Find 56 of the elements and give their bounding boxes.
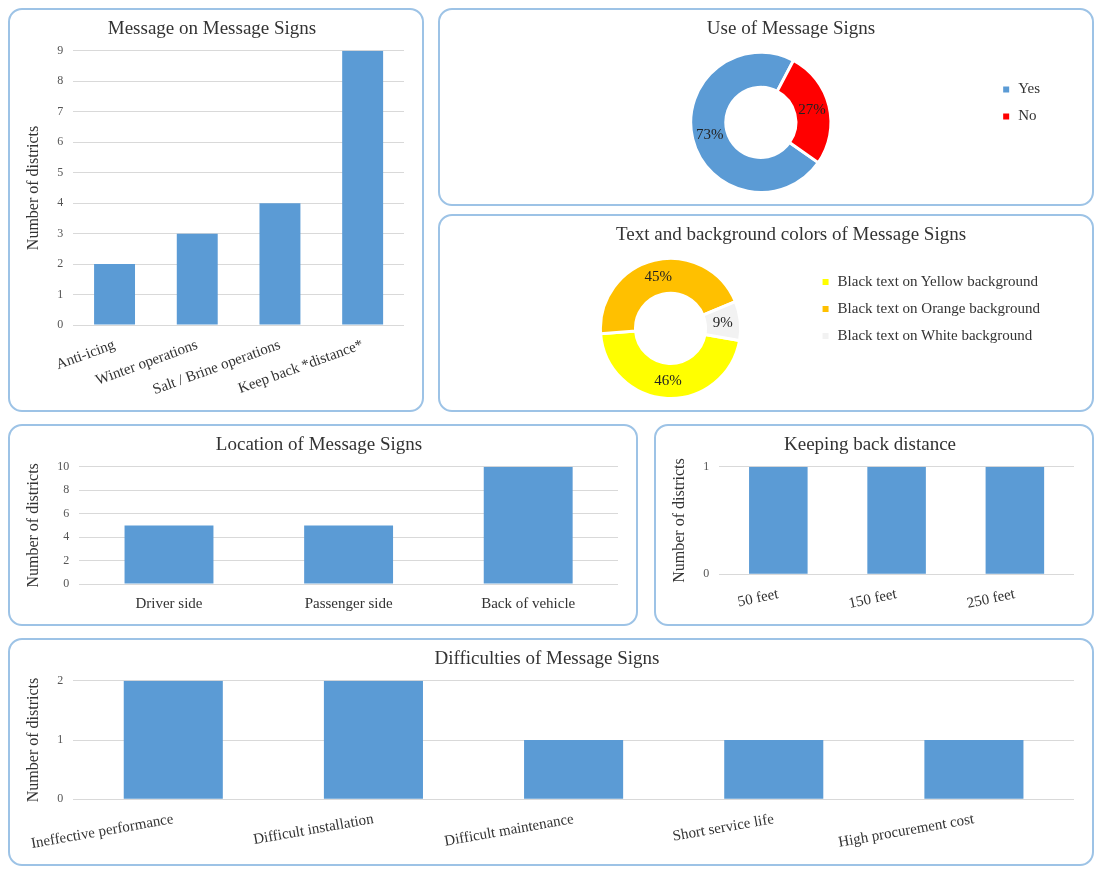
legend-label: No: [1018, 107, 1037, 124]
y-tick-label: 9: [57, 42, 64, 57]
x-tick-label: Passenger side: [304, 594, 393, 611]
y-axis-title: Number of districts: [23, 463, 41, 588]
y-tick-label: 2: [57, 256, 64, 271]
y-tick-label: 6: [57, 134, 64, 149]
y-tick-label: 4: [57, 195, 64, 210]
data-label: 9%: [712, 313, 733, 330]
x-tick-label: Short service life: [671, 810, 776, 844]
y-axis-title: Number of districts: [23, 677, 41, 803]
y-tick-label: 0: [703, 566, 710, 581]
bar: [259, 203, 301, 325]
x-tick-label: 250 feet: [965, 585, 1018, 611]
bar: [342, 50, 384, 325]
y-tick-label: 1: [57, 286, 64, 301]
y-axis-title: Number of districts: [669, 458, 687, 583]
y-tick-label: 0: [57, 317, 64, 332]
y-tick-label: 1: [703, 458, 710, 473]
y-tick-label: 8: [63, 482, 70, 497]
chart-title: Difficulties of Message Signs: [434, 647, 660, 669]
legend-label: Yes: [1018, 80, 1041, 97]
y-tick-label: 10: [57, 458, 70, 473]
x-tick-label: Difficult maintenance: [443, 810, 576, 849]
chart-title: Use of Message Signs: [706, 17, 876, 39]
y-axis-title: Number of districts: [23, 125, 41, 251]
x-tick-label: 50 feet: [736, 585, 781, 610]
chart-title: Keeping back distance: [784, 433, 956, 455]
y-tick-label: 4: [63, 529, 70, 544]
legend-label: Black text on White background: [837, 326, 1033, 343]
y-tick-label: 7: [57, 103, 64, 118]
y-tick-label: 5: [57, 164, 64, 179]
data-label: 45%: [644, 268, 673, 285]
x-tick-label: Ineffective performance: [29, 810, 175, 851]
legend-label: Black text on Orange background: [837, 299, 1041, 316]
y-tick-label: 6: [63, 505, 70, 520]
y-tick-label: 2: [63, 552, 70, 567]
y-tick-label: 3: [57, 225, 64, 240]
chart-title: Text and background colors of Message Signs: [615, 223, 967, 245]
x-tick-label: Back of vehicle: [481, 594, 576, 611]
y-tick-label: 0: [63, 576, 70, 591]
data-label: 46%: [654, 371, 682, 388]
chart-title: Location of Message Signs: [215, 433, 423, 455]
bar: [176, 233, 218, 325]
y-tick-label: 8: [57, 73, 64, 88]
x-tick-label: High procurement cost: [836, 810, 976, 850]
chart-title: Message on Message Signs: [107, 17, 317, 39]
data-label: 27%: [798, 100, 826, 117]
y-tick-label: 1: [57, 732, 64, 747]
y-tick-label: 2: [57, 672, 64, 687]
bar: [94, 264, 136, 325]
data-label: 73%: [695, 125, 724, 142]
y-tick-label: 0: [57, 791, 64, 806]
x-tick-label: Difficult installation: [251, 810, 376, 848]
x-tick-label: Driver side: [135, 594, 203, 611]
x-tick-label: 150 feet: [847, 585, 899, 611]
legend-label: Black text on Yellow background: [837, 272, 1039, 289]
